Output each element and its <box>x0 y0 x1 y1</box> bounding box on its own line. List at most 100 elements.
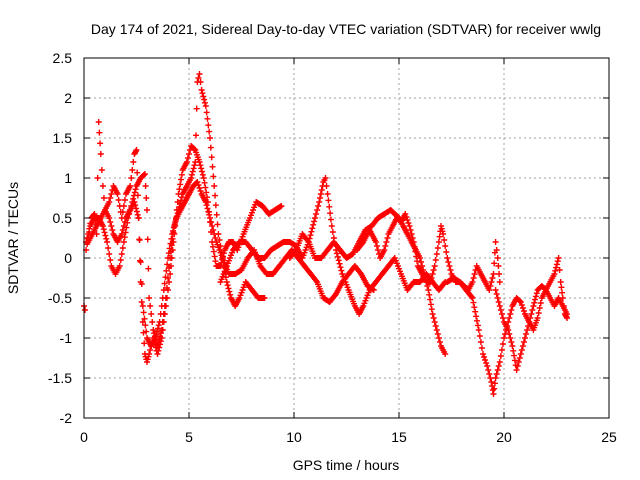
data-point <box>198 87 205 93</box>
data-point <box>171 221 178 228</box>
data-point <box>148 311 155 317</box>
data-point <box>495 263 502 269</box>
data-point <box>485 367 492 373</box>
data-point <box>478 345 485 351</box>
data-point <box>190 165 197 172</box>
data-point <box>318 187 325 193</box>
data-point <box>447 267 454 273</box>
data-point <box>193 132 199 139</box>
data-point <box>406 223 413 229</box>
data-point <box>102 232 109 239</box>
data-point <box>204 205 211 212</box>
data-point <box>188 171 195 178</box>
data-point <box>493 371 500 377</box>
data-point <box>469 295 476 301</box>
data-point <box>198 165 205 172</box>
data-point <box>206 128 213 135</box>
data-point <box>95 119 102 125</box>
data-point <box>216 237 223 243</box>
data-point <box>106 215 113 221</box>
data-point <box>146 351 153 357</box>
data-point <box>169 231 176 237</box>
data-point <box>106 199 113 205</box>
data-point <box>217 263 224 269</box>
data-point <box>212 258 219 265</box>
data-point <box>223 279 230 285</box>
data-point <box>203 202 210 209</box>
data-point <box>418 259 425 265</box>
data-point <box>428 275 435 281</box>
data-point <box>446 263 453 269</box>
data-point <box>414 258 421 265</box>
data-point <box>534 315 541 321</box>
data-point <box>338 267 345 274</box>
data-point <box>511 352 518 359</box>
data-point <box>159 295 166 301</box>
data-point <box>167 271 174 277</box>
data-point <box>324 191 331 197</box>
data-point <box>211 231 218 237</box>
data-point <box>132 186 139 193</box>
data-point <box>481 354 488 360</box>
data-point <box>141 171 148 177</box>
data-point <box>101 229 108 236</box>
y-tick-label: 1 <box>64 170 72 186</box>
data-point <box>203 189 210 196</box>
data-point <box>516 298 523 304</box>
data-point <box>491 385 498 392</box>
data-point <box>508 307 515 313</box>
data-point <box>523 331 530 337</box>
data-point <box>140 172 147 178</box>
data-point <box>471 304 478 311</box>
data-point <box>409 235 416 241</box>
data-point <box>165 255 171 261</box>
data-point <box>497 307 504 313</box>
data-point <box>329 229 336 235</box>
data-point <box>195 182 202 188</box>
data-point <box>410 239 417 245</box>
data-point <box>490 391 497 397</box>
data-point <box>507 335 514 341</box>
data-point <box>109 227 116 233</box>
data-point <box>531 299 538 306</box>
data-point <box>499 315 506 321</box>
data-point <box>208 219 215 225</box>
data-point <box>488 279 495 285</box>
data-point <box>199 171 206 178</box>
data-point <box>494 367 501 373</box>
data-point <box>82 307 89 313</box>
data-point <box>493 291 500 297</box>
data-point <box>490 271 497 277</box>
data-point <box>197 162 204 169</box>
data-point <box>559 289 566 296</box>
data-point <box>492 287 499 293</box>
data-point <box>121 234 128 241</box>
data-point <box>440 231 447 237</box>
data-point <box>404 217 411 223</box>
data-point <box>104 239 111 245</box>
data-point <box>97 140 104 147</box>
data-point <box>214 221 221 228</box>
data-point <box>120 239 127 245</box>
data-point <box>155 347 162 354</box>
data-point <box>99 183 106 189</box>
data-point <box>471 271 478 277</box>
data-point <box>520 339 527 345</box>
data-point <box>480 351 486 357</box>
data-point <box>532 296 539 303</box>
data-point <box>137 259 144 265</box>
data-point <box>496 359 503 365</box>
data-point <box>427 301 434 308</box>
data-point <box>425 287 432 293</box>
data-point <box>507 311 514 317</box>
data-point <box>313 211 320 217</box>
data-point <box>261 295 268 301</box>
data-point <box>431 263 438 269</box>
x-tick-label: 5 <box>185 429 193 445</box>
data-point <box>163 285 170 291</box>
data-point <box>107 257 114 263</box>
data-point <box>491 380 498 387</box>
data-point <box>322 175 329 181</box>
data-point <box>211 183 218 189</box>
